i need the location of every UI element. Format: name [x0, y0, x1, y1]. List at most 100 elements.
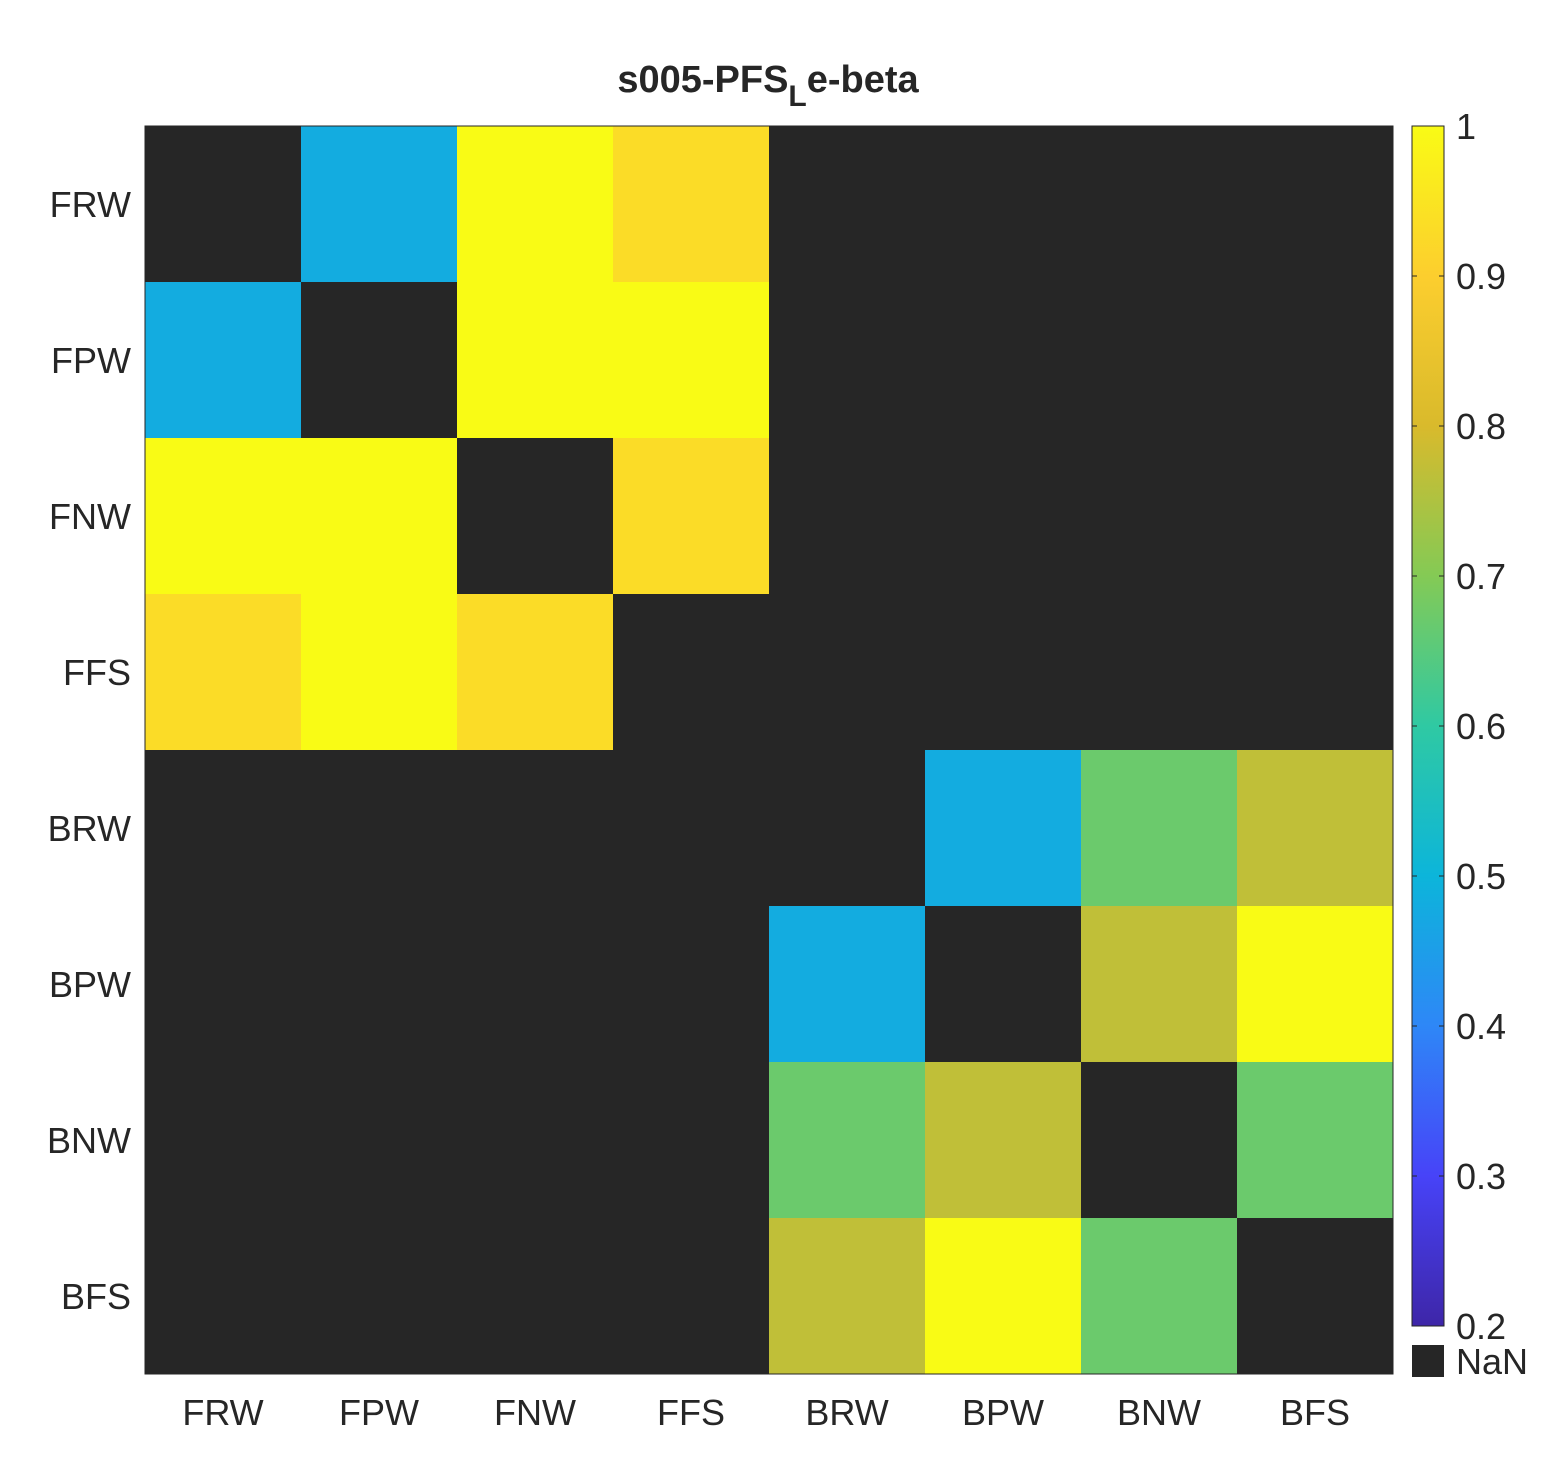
plot-border: [144, 125, 1394, 1375]
colorbar-tick-label: 0.5: [1456, 856, 1506, 897]
heatmap-cell-FRW-FRW: [145, 126, 301, 282]
heatmap-cell-BRW-FNW: [457, 750, 613, 906]
nan-label: NaN: [1456, 1341, 1528, 1382]
x-axis: FRW FPW FNW FFS BRW BPW BNW BFS: [182, 1392, 1350, 1433]
heatmap-cell-BFS-BPW: [925, 1218, 1081, 1374]
heatmap-cell-BPW-BNW: [1081, 906, 1237, 1062]
y-tick-label: BFS: [61, 1276, 131, 1317]
plot-area: [144, 125, 1394, 1375]
colorbar-tick-label: 0.4: [1456, 1006, 1506, 1047]
heatmap-cell-FFS-FRW: [145, 594, 301, 750]
heatmap-cell-BFS-FFS: [613, 1218, 769, 1374]
heatmap-cell-BFS-BFS: [1237, 1218, 1393, 1374]
x-tick-label: FNW: [494, 1392, 576, 1433]
heatmap-cell-BRW-FRW: [145, 750, 301, 906]
heatmap-cell-FNW-BRW: [769, 438, 925, 594]
heatmap-cell-BNW-FFS: [613, 1062, 769, 1218]
heatmap-cell-BNW-FPW: [301, 1062, 457, 1218]
heatmap-cell-BRW-BRW: [769, 750, 925, 906]
heatmap-cell-FFS-BNW: [1081, 594, 1237, 750]
chart-title-main: s005-PFS: [617, 59, 788, 101]
heatmap-cell-BFS-FPW: [301, 1218, 457, 1374]
heatmap-cell-FFS-FPW: [301, 594, 457, 750]
colorbar-tick-label: 0.9: [1456, 256, 1506, 297]
x-tick-label: BNW: [1117, 1392, 1201, 1433]
heatmap-cell-FRW-BFS: [1237, 126, 1393, 282]
heatmap-cell-BNW-BNW: [1081, 1062, 1237, 1218]
heatmap-cell-FNW-FRW: [145, 438, 301, 594]
heatmap-cell-FRW-BNW: [1081, 126, 1237, 282]
heatmap-cell-FFS-BFS: [1237, 594, 1393, 750]
heatmap-cell-FPW-BPW: [925, 282, 1081, 438]
colorbar-tick-label: 0.3: [1456, 1156, 1506, 1197]
y-tick-label: FPW: [51, 340, 131, 381]
heatmap-cell-BFS-BRW: [769, 1218, 925, 1374]
heatmap-cell-FNW-BNW: [1081, 438, 1237, 594]
heatmap-cell-FPW-FFS: [613, 282, 769, 438]
heatmap-cell-FPW-BNW: [1081, 282, 1237, 438]
heatmap-cell-BFS-FRW: [145, 1218, 301, 1374]
heatmap-cell-FPW-FNW: [457, 282, 613, 438]
heatmap-cell-BRW-FPW: [301, 750, 457, 906]
colorbar: 0.2 0.3 0.4 0.5 0.6 0.7 0.8 0.9 1 NaN: [1411, 106, 1528, 1382]
heatmap-cell-BPW-FFS: [613, 906, 769, 1062]
y-tick-label: BNW: [47, 1120, 131, 1161]
colorbar-gradient: [1411, 125, 1445, 1327]
nan-swatch: [1412, 1345, 1444, 1377]
colorbar-tick-label: 0.6: [1456, 706, 1506, 747]
heatmap-cell-BPW-BRW: [769, 906, 925, 1062]
heatmap-cell-FRW-BRW: [769, 126, 925, 282]
heatmap-cell-FNW-FNW: [457, 438, 613, 594]
heatmap-cell-FPW-BFS: [1237, 282, 1393, 438]
heatmap-cell-FFS-BRW: [769, 594, 925, 750]
heatmap-cell-FPW-FRW: [145, 282, 301, 438]
heatmap-cell-BPW-BFS: [1237, 906, 1393, 1062]
heatmap-cell-FPW-BRW: [769, 282, 925, 438]
colorbar-tick-label: 1: [1456, 106, 1476, 147]
heatmap-cell-BRW-BPW: [925, 750, 1081, 906]
x-tick-label: BPW: [962, 1392, 1044, 1433]
heatmap-cell-BRW-FFS: [613, 750, 769, 906]
heatmap-cell-BNW-BPW: [925, 1062, 1081, 1218]
heatmap-cell-BPW-BPW: [925, 906, 1081, 1062]
chart-title-subscript: L: [788, 80, 806, 113]
y-tick-label: BPW: [49, 964, 131, 1005]
heatmap-cell-BNW-FNW: [457, 1062, 613, 1218]
x-tick-label: FRW: [182, 1392, 263, 1433]
heatmap-cell-FRW-BPW: [925, 126, 1081, 282]
heatmap-cell-FNW-FFS: [613, 438, 769, 594]
heatmap-cell-BFS-BNW: [1081, 1218, 1237, 1374]
heatmap-cell-FFS-FNW: [457, 594, 613, 750]
x-tick-label: BRW: [805, 1392, 888, 1433]
colorbar-tick-label: 0.2: [1456, 1306, 1506, 1347]
y-tick-label: BRW: [48, 808, 131, 849]
heatmap-cell-FFS-FFS: [613, 594, 769, 750]
heatmap-cell-FPW-FPW: [301, 282, 457, 438]
heatmap-cell-BPW-FPW: [301, 906, 457, 1062]
heatmap-cell-BFS-FNW: [457, 1218, 613, 1374]
heatmap-cell-BPW-FNW: [457, 906, 613, 1062]
heatmap-cell-BNW-FRW: [145, 1062, 301, 1218]
heatmap-cell-FNW-FPW: [301, 438, 457, 594]
heatmap-cell-FFS-BPW: [925, 594, 1081, 750]
heatmap-cell-BNW-BFS: [1237, 1062, 1393, 1218]
y-tick-label: FRW: [50, 184, 131, 225]
colorbar-tick-label: 0.8: [1456, 406, 1506, 447]
heatmap-cell-BNW-BRW: [769, 1062, 925, 1218]
y-tick-label: FNW: [49, 496, 131, 537]
x-tick-label: BFS: [1280, 1392, 1350, 1433]
heatmap-cell-BPW-FRW: [145, 906, 301, 1062]
heatmap-cell-FRW-FNW: [457, 126, 613, 282]
colorbar-tick-label: 0.7: [1456, 556, 1506, 597]
heatmap-cell-FRW-FFS: [613, 126, 769, 282]
y-tick-label: FFS: [63, 652, 131, 693]
chart-title: s005-PFSLe-beta: [617, 59, 919, 113]
heatmap-cell-BRW-BFS: [1237, 750, 1393, 906]
heatmap-cell-FRW-FPW: [301, 126, 457, 282]
y-axis: FRW FPW FNW FFS BRW BPW BNW BFS: [47, 184, 131, 1317]
heatmap-cell-FNW-BFS: [1237, 438, 1393, 594]
heatmap-cell-BRW-BNW: [1081, 750, 1237, 906]
heatmap-cell-FNW-BPW: [925, 438, 1081, 594]
x-tick-label: FPW: [339, 1392, 419, 1433]
